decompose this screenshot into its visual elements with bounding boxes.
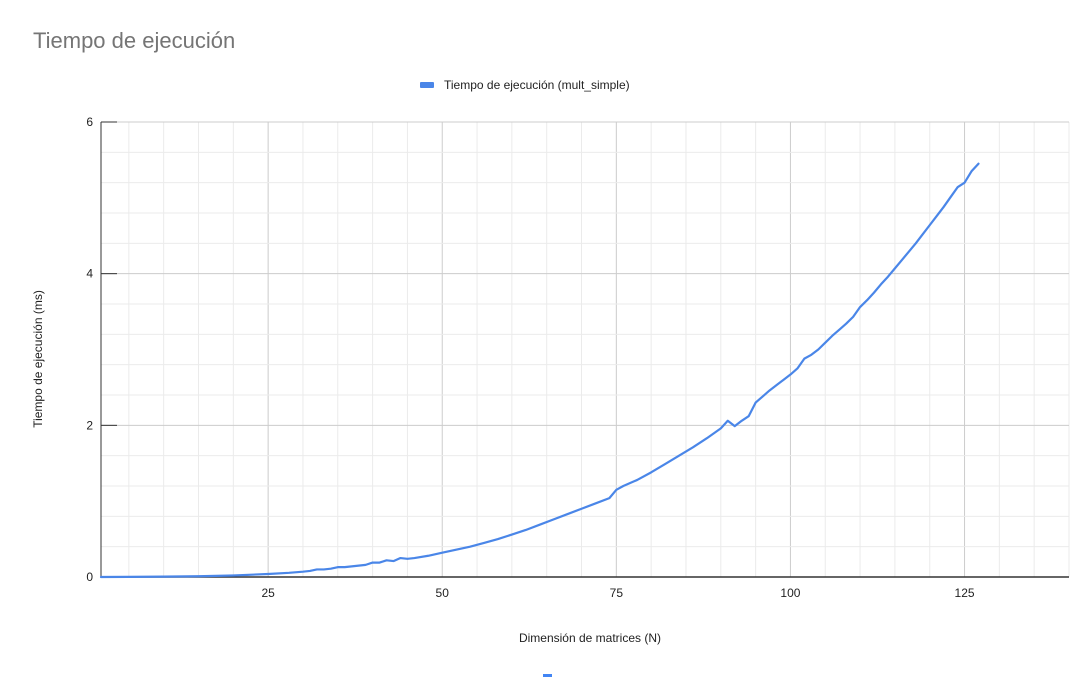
legend-swatch (420, 82, 434, 88)
series-lines (99, 162, 980, 579)
x-axis-title: Dimensión de matrices (N) (519, 631, 661, 645)
axes (100, 121, 1069, 578)
x-tick-label: 25 (261, 586, 275, 600)
y-tick-label: 6 (86, 115, 93, 129)
grid-lines (101, 121, 1070, 577)
tick-labels: 25 50 75 100 125 0 2 4 6 (86, 115, 975, 600)
x-tick-label: 75 (610, 586, 624, 600)
legend[interactable]: Tiempo de ejecución (mult_simple) (420, 78, 630, 92)
y-axis-title: Tiempo de ejecución (ms) (31, 290, 45, 428)
scroll-indicator[interactable] (543, 674, 552, 677)
y-tick-label: 2 (86, 418, 93, 432)
chart-title: Tiempo de ejecución (33, 28, 236, 53)
x-tick-label: 100 (780, 586, 800, 600)
legend-label: Tiempo de ejecución (mult_simple) (444, 78, 630, 92)
x-tick-label: 125 (955, 586, 975, 600)
series-line[interactable] (99, 162, 980, 579)
y-tick-label: 0 (86, 570, 93, 584)
x-tick-label: 50 (436, 586, 450, 600)
y-tick-label: 4 (86, 267, 93, 281)
